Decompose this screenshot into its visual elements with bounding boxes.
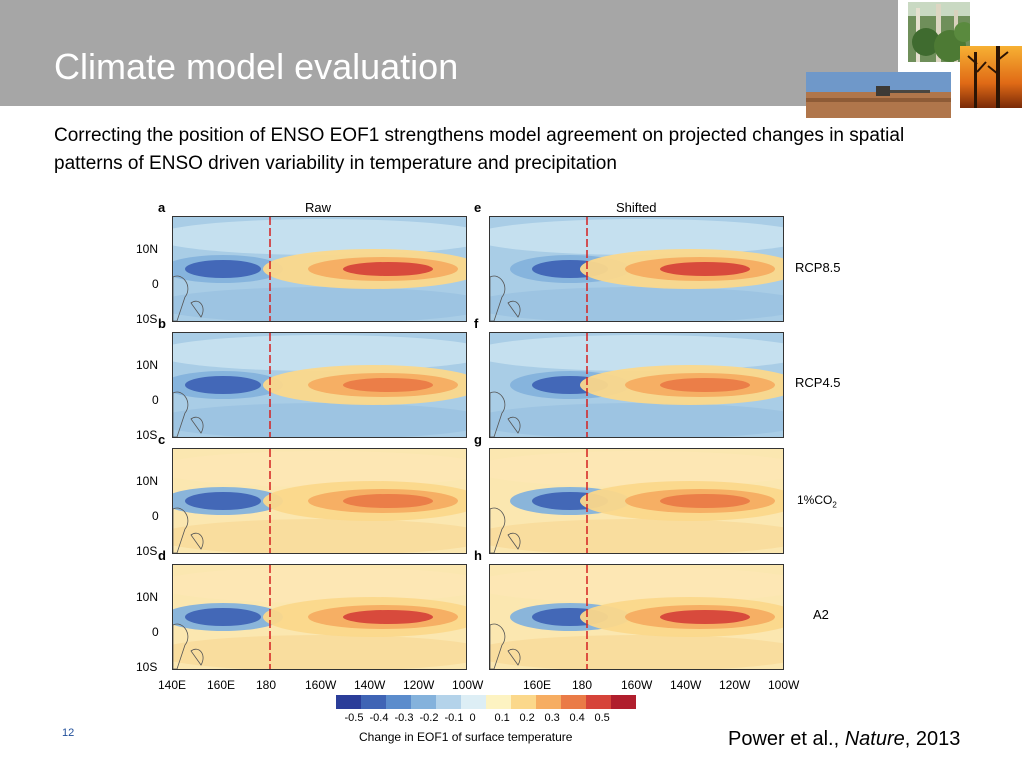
panel-letter-c: c	[158, 432, 166, 447]
lat-tick-label: 10S	[136, 312, 158, 326]
enso-figure: Raw Shifted a 10N 0 10S e b 10N 0 10S f c 10N 0 10S g d…	[136, 196, 850, 756]
lon-tick-label: 140E	[158, 678, 187, 692]
farm-photo	[806, 72, 951, 118]
colorbar-swatch	[361, 695, 386, 709]
colorbar-tick-label: -0.4	[369, 712, 389, 724]
panel-letter-g: g	[474, 432, 482, 447]
row-label-rcp45: RCP4.5	[795, 375, 841, 390]
colorbar-tick-label: 0.3	[544, 712, 560, 724]
map-panel-a	[172, 216, 467, 322]
column-title-raw: Raw	[305, 200, 332, 215]
row-label-rcp85: RCP8.5	[795, 260, 841, 275]
lon-tick-label: 120W	[403, 678, 435, 692]
colorbar-swatch	[486, 695, 511, 709]
lon-tick-label: 100W	[768, 678, 800, 692]
lat-tick-label: 10N	[136, 242, 159, 256]
panel-letter-d: d	[158, 548, 166, 563]
lat-tick-label: 0	[152, 625, 159, 639]
map-panel-c	[172, 448, 467, 554]
row-label-1pct-co2-text: 1%CO	[797, 493, 833, 507]
lat-tick-label: 0	[152, 509, 159, 523]
colorbar-swatch	[436, 695, 461, 709]
colorbar-swatch	[336, 695, 361, 709]
colorbar-tick-label: 0.5	[594, 712, 610, 724]
colorbar-swatch	[536, 695, 561, 709]
colorbar-tick-label: -0.1	[444, 712, 464, 724]
map-panel-h	[489, 564, 784, 670]
slide-subtitle: Correcting the position of ENSO EOF1 str…	[54, 125, 905, 174]
lat-tick-label: 10N	[136, 474, 159, 488]
colorbar-tick-label: 0.1	[494, 712, 510, 724]
colorbar-tick-label: 0	[469, 712, 476, 724]
lat-tick-label: 0	[152, 277, 159, 291]
lon-tick-label: 160W	[305, 678, 337, 692]
lon-tick-label: 180	[572, 678, 593, 692]
citation-authors: Power et al.,	[728, 728, 845, 750]
lon-tick-label: 160W	[621, 678, 653, 692]
panel-letter-h: h	[474, 548, 482, 563]
colorbar-swatch	[561, 695, 586, 709]
lon-tick-label: 120W	[719, 678, 751, 692]
colorbar	[336, 695, 636, 709]
lat-tick-label: 10N	[136, 590, 159, 604]
colorbar-swatch	[411, 695, 436, 709]
lat-tick-label: 10S	[136, 544, 158, 558]
colorbar-swatch	[511, 695, 536, 709]
colorbar-title: Change in EOF1 of surface temperature	[359, 730, 573, 744]
panel-letter-f: f	[474, 316, 479, 331]
lat-tick-label: 10S	[136, 428, 158, 442]
forest-photo	[908, 2, 970, 62]
colorbar-tick-label: 0.2	[519, 712, 535, 724]
colorbar-swatch	[586, 695, 611, 709]
lon-tick-label: 180	[256, 678, 277, 692]
lat-tick-label: 10N	[136, 358, 159, 372]
column-title-shifted: Shifted	[616, 200, 657, 215]
title-bar	[0, 0, 898, 106]
lon-tick-label: 140W	[670, 678, 702, 692]
row-label-1pct-co2: 1%CO2	[797, 493, 837, 509]
slide-title: Climate model evaluation	[54, 46, 459, 87]
lon-tick-label: 140W	[354, 678, 386, 692]
panel-letter-b: b	[158, 316, 166, 331]
colorbar-tick-label: -0.5	[344, 712, 364, 724]
colorbar-tick-label: -0.3	[394, 712, 414, 724]
citation-year: , 2013	[904, 728, 961, 750]
bushfire-photo	[960, 46, 1022, 108]
page-number: 12	[62, 727, 75, 739]
map-panel-d	[172, 564, 467, 670]
citation-journal: Nature	[844, 728, 905, 750]
citation: Power et al., Nature, 2013	[728, 728, 960, 751]
map-panel-b	[172, 332, 467, 438]
lon-tick-label: 160E	[207, 678, 236, 692]
lat-tick-label: 10S	[136, 660, 158, 674]
colorbar-swatch	[461, 695, 486, 709]
row-label-1pct-co2-subscript: 2	[832, 500, 837, 510]
lon-tick-label: 100W	[452, 678, 484, 692]
lat-tick-label: 0	[152, 393, 159, 407]
colorbar-swatch	[386, 695, 411, 709]
map-panel-g	[489, 448, 784, 554]
panel-letter-e: e	[474, 200, 482, 215]
row-label-a2: A2	[813, 607, 829, 622]
map-panel-f	[489, 332, 784, 438]
map-panel-e	[489, 216, 784, 322]
panel-letter-a: a	[158, 200, 166, 215]
colorbar-swatch	[611, 695, 636, 709]
colorbar-tick-label: -0.2	[419, 712, 439, 724]
colorbar-tick-label: 0.4	[569, 712, 585, 724]
lon-tick-label: 160E	[523, 678, 552, 692]
